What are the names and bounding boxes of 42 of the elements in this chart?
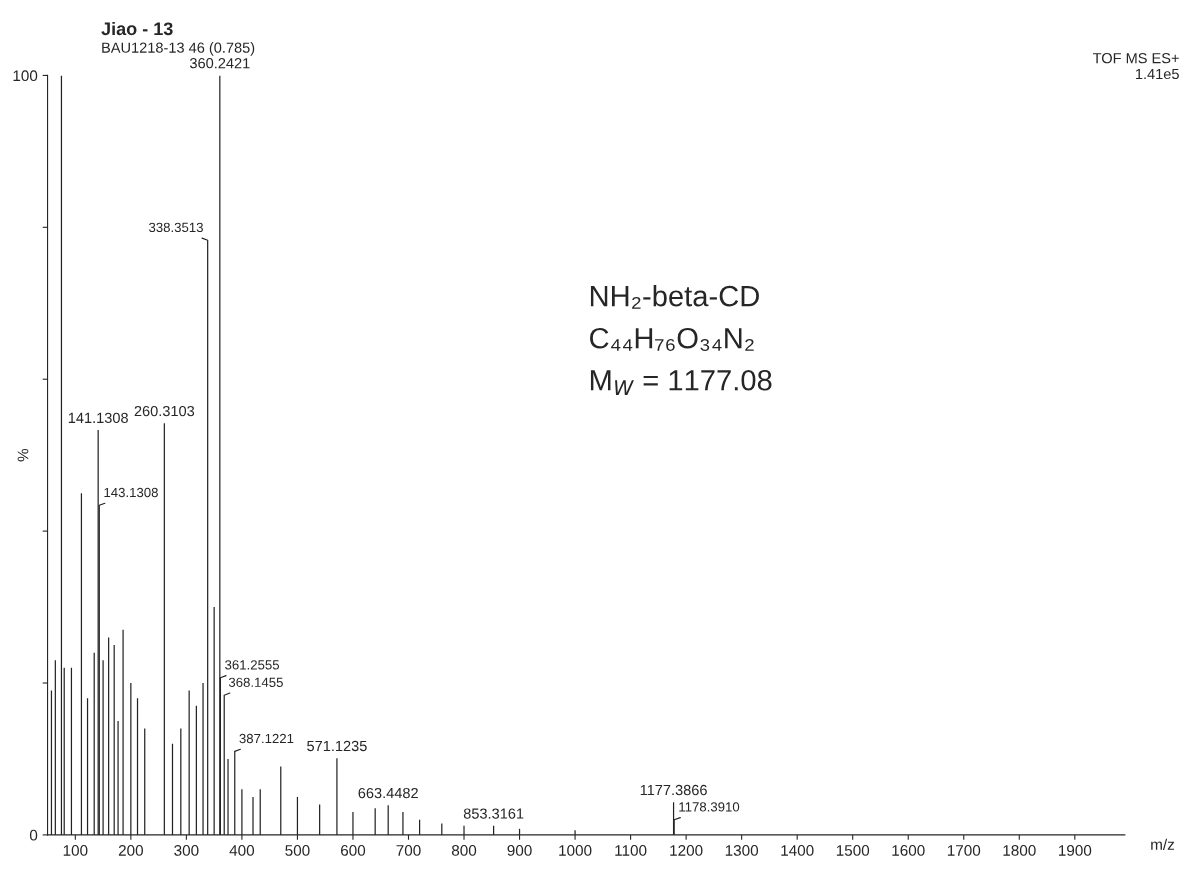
x-tick-label: 300 — [174, 845, 199, 856]
x-tick-label: 100 — [63, 845, 88, 856]
x-tick-label: 1200 — [670, 845, 703, 856]
x-tick-label: 1800 — [1003, 845, 1036, 856]
x-tick-label: 200 — [118, 845, 143, 856]
annotation: 338.3513 — [148, 222, 203, 233]
text: TOF MS ES+ — [1092, 53, 1179, 64]
text: 1.41e5 — [1136, 68, 1179, 80]
y-axis-title: % — [17, 448, 29, 462]
x-tick-label: 1400 — [781, 845, 814, 856]
x-tick-label: 1300 — [725, 845, 759, 856]
annotation: 368.1455 — [228, 677, 283, 687]
x-tick-label: 1100 — [615, 845, 647, 856]
x-tick-label: 1500 — [836, 845, 870, 856]
chart-title: Jiao - 13 — [101, 21, 173, 36]
annotation: 260.3103 — [134, 405, 195, 417]
y-tick-label: 0 — [29, 829, 38, 841]
x-tick-label: 400 — [229, 845, 255, 856]
x-tick-label: 1900 — [1058, 845, 1092, 856]
x-tick-label: 600 — [340, 845, 366, 856]
annotation: 663.4482 — [358, 787, 418, 799]
annotation: 143.1308 — [104, 487, 158, 498]
x-axis-title: m/z — [1151, 838, 1175, 850]
annotation: 387.1221 — [239, 733, 294, 744]
annotation: M$_{W}$ = 1177.08 — [590, 369, 772, 396]
annotation: 360.2421 — [189, 58, 250, 69]
x-tick-label: 800 — [451, 845, 477, 856]
annotation: 853.3161 — [463, 808, 524, 819]
chart-subtitle: BAU1218-13 46 (0.785) — [102, 42, 255, 56]
annotation: C₄₄H₇₆O₃₄N₂ — [590, 327, 754, 351]
x-tick-label: 1000 — [559, 845, 592, 856]
annotation: 361.2555 — [225, 660, 280, 670]
x-tick-label: 500 — [285, 845, 310, 856]
annotation: 571.1235 — [307, 740, 367, 752]
x-tick-label: 1600 — [892, 845, 925, 856]
x-tick-label: 700 — [396, 845, 421, 856]
annotation: 1178.3910 — [679, 802, 740, 812]
annotation: NH₂-beta-CD — [590, 285, 759, 309]
annotation: 1177.3866 — [640, 784, 707, 796]
x-tick-label: 1700 — [947, 845, 981, 856]
x-tick-label: 900 — [507, 845, 532, 856]
annotation: 141.1308 — [68, 412, 128, 424]
